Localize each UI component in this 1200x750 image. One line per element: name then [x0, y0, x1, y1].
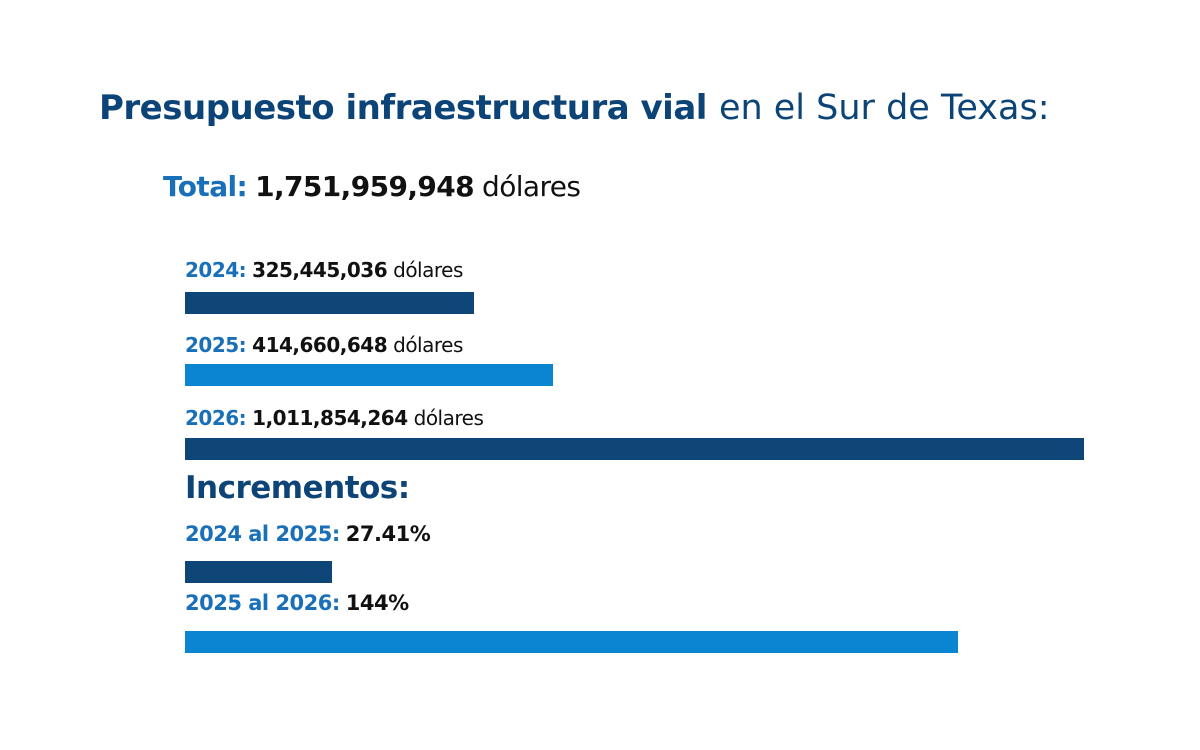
chart-title: Presupuesto infraestructura vial en el Su… [99, 88, 1050, 128]
bar-label-2026: 2026: 1,011,854,264 dólares [185, 406, 484, 430]
total-value: 1,751,959,948 [255, 170, 475, 203]
bar-label-unit: dólares [393, 258, 463, 282]
increments-heading: Incrementos: [185, 470, 410, 506]
bar-label-year: 2025: [185, 333, 247, 357]
bar-label-2025: 2025: 414,660,648 dólares [185, 333, 463, 357]
chart-title-bold: Presupuesto infraestructura vial [99, 88, 707, 128]
increment-label-value: 144% [345, 591, 409, 615]
increment-label-2025-2026: 2025 al 2026: 144% [185, 591, 409, 615]
bar-label-year: 2026: [185, 406, 247, 430]
bar-label-2024: 2024: 325,445,036 dólares [185, 258, 463, 282]
bar-2026 [185, 438, 1084, 460]
bar-label-unit: dólares [413, 406, 484, 430]
increment-bar-2025-2026 [185, 631, 958, 653]
bar-2025 [185, 364, 553, 386]
increment-bar-2024-2025 [185, 561, 332, 583]
total-line: Total: 1,751,959,948 dólares [163, 170, 581, 203]
increment-label-2024-2025: 2024 al 2025: 27.41% [185, 522, 431, 546]
bar-2024 [185, 292, 474, 314]
total-label: Total: [163, 170, 248, 203]
bar-label-value: 325,445,036 [252, 258, 388, 282]
chart-title-light: en el Sur de Texas: [718, 88, 1050, 128]
bar-label-year: 2024: [185, 258, 247, 282]
increment-label-period: 2024 al 2025: [185, 522, 340, 546]
increment-label-period: 2025 al 2026: [185, 591, 340, 615]
bar-label-unit: dólares [393, 333, 463, 357]
bar-label-value: 414,660,648 [252, 333, 388, 357]
increment-label-value: 27.41% [345, 522, 431, 546]
total-unit: dólares [482, 170, 581, 203]
bar-label-value: 1,011,854,264 [252, 406, 408, 430]
